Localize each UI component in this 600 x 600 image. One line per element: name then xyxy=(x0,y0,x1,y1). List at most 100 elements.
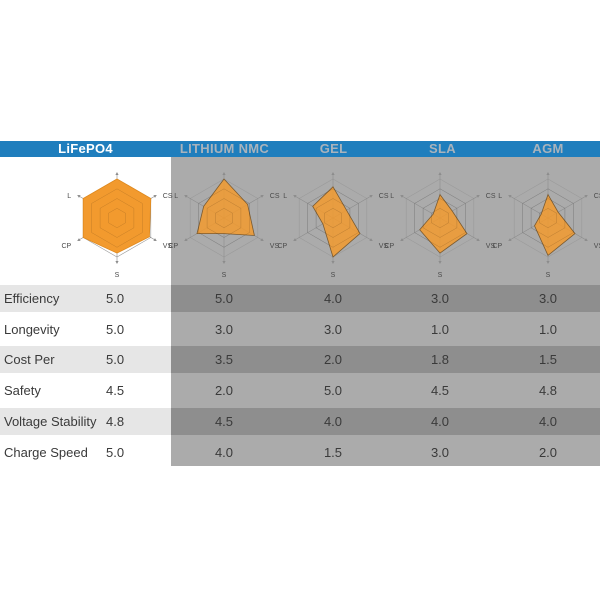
radar-axis-label: VS xyxy=(270,243,280,250)
row-background-left xyxy=(0,408,171,435)
value-gel: 3.0 xyxy=(323,322,343,337)
radar-axis-arrow xyxy=(222,261,226,264)
value-agm: 4.0 xyxy=(538,414,558,429)
value-lithium-nmc: 2.0 xyxy=(214,383,234,398)
radar-axis-label: CP xyxy=(168,243,178,250)
row-label: Voltage Stability xyxy=(4,414,97,429)
radar-axis-label: CP xyxy=(61,243,71,250)
radar-data-area xyxy=(534,193,576,257)
radar-data-area xyxy=(419,193,468,254)
radar-grid-overlay xyxy=(539,208,557,229)
radar-axis-label: L xyxy=(283,193,287,200)
radar-axis-arrow xyxy=(260,238,264,241)
table-row: Safety 4.5 2.0 5.0 4.5 4.8 xyxy=(0,377,600,404)
radar-axis-arrow xyxy=(77,238,81,241)
column-header-agm: AGM xyxy=(532,141,564,156)
row-background-right xyxy=(171,346,600,373)
radar-axis-arrow xyxy=(293,238,297,241)
row-label: Efficiency xyxy=(4,291,60,306)
radar-axis-arrow xyxy=(115,172,119,175)
radar-grid-overlay xyxy=(206,198,242,238)
radar-axis-label: CS xyxy=(486,193,496,200)
radar-grid-overlay xyxy=(198,188,250,248)
row-background-right xyxy=(171,377,600,404)
row-background-left xyxy=(0,285,171,312)
radar-grid-overlay xyxy=(91,188,143,248)
column-header-gel: GEL xyxy=(319,141,348,156)
radar-axis-label: S xyxy=(331,272,336,278)
value-sla: 4.0 xyxy=(430,414,450,429)
row-label: Safety xyxy=(4,383,41,398)
radar-grid-overlay xyxy=(431,208,449,229)
value-agm: 3.0 xyxy=(538,291,558,306)
table-row: Cost Per 5.0 3.5 2.0 1.8 1.5 xyxy=(0,346,600,373)
radar-grid-overlay xyxy=(522,188,574,248)
radar-axis-arrow xyxy=(476,195,480,198)
row-label: Longevity xyxy=(4,322,60,337)
radar-grid-overlay xyxy=(315,198,351,238)
table-row: Efficiency 5.0 5.0 4.0 3.0 3.0 xyxy=(0,285,600,312)
radar-axis-label: S xyxy=(115,272,120,278)
radar-axis-label: VS xyxy=(163,243,173,250)
row-background-right xyxy=(171,408,600,435)
radar-axis-label: CS xyxy=(270,193,280,200)
radar-axis-label: L xyxy=(174,193,178,200)
radar-data-area xyxy=(196,178,255,236)
value-gel: 4.0 xyxy=(323,414,343,429)
radar-lifepo4: ECSVSSCPL xyxy=(61,172,173,278)
radar-axis-label: CS xyxy=(379,193,389,200)
row-background-left xyxy=(0,316,171,343)
table-row: Voltage Stability 4.8 4.5 4.0 4.0 4.0 xyxy=(0,408,600,435)
radar-axis-label: L xyxy=(390,193,394,200)
value-agm: 2.0 xyxy=(538,445,558,460)
radar-data-area xyxy=(312,186,361,258)
value-lithium-nmc: 5.0 xyxy=(214,291,234,306)
radar-axis-arrow xyxy=(438,261,442,264)
value-gel: 4.0 xyxy=(323,291,343,306)
radar-axis-arrow xyxy=(260,195,264,198)
row-background-left xyxy=(0,439,171,466)
radar-axis-arrow xyxy=(222,172,226,175)
value-lifepo4: 5.0 xyxy=(106,291,125,306)
radar-axis-arrow xyxy=(476,238,480,241)
value-agm: 1.0 xyxy=(538,322,558,337)
radar-axis-arrow xyxy=(400,238,404,241)
value-lifepo4: 5.0 xyxy=(106,352,125,367)
table-row: Charge Speed 5.0 4.0 1.5 3.0 2.0 xyxy=(0,439,600,466)
value-lifepo4: 5.0 xyxy=(106,445,125,460)
radar-axis-label: S xyxy=(438,272,443,278)
radar-axis-arrow xyxy=(508,195,512,198)
radar-axis-arrow xyxy=(400,195,404,198)
radar-axis-arrow xyxy=(293,195,297,198)
radar-grid-overlay xyxy=(530,198,566,238)
radar-grid-overlay xyxy=(414,188,466,248)
value-lithium-nmc: 4.5 xyxy=(214,414,234,429)
radar-axis-arrow xyxy=(369,238,373,241)
radar-axis-label: S xyxy=(222,272,227,278)
radar-axis-arrow xyxy=(184,195,188,198)
row-background-right xyxy=(171,439,600,466)
radar-axis-arrow xyxy=(508,238,512,241)
value-gel: 2.0 xyxy=(323,352,343,367)
radar-axis-label: CP xyxy=(277,243,287,250)
value-lithium-nmc: 3.0 xyxy=(214,322,234,337)
radar-agm: ECSVSSCPL xyxy=(492,172,600,278)
value-gel: 5.0 xyxy=(323,383,343,398)
value-lithium-nmc: 4.0 xyxy=(214,445,234,460)
row-label: Cost Per xyxy=(4,352,55,367)
radar-axis-arrow xyxy=(153,238,157,241)
radar-axis-arrow xyxy=(369,195,373,198)
row-label: Charge Speed xyxy=(4,445,88,460)
row-background-left xyxy=(0,346,171,373)
radar-axis-arrow xyxy=(584,195,588,198)
radar-axis-label: L xyxy=(67,193,71,200)
row-background-right xyxy=(171,316,600,343)
radar-grid-overlay xyxy=(324,208,342,229)
radar-axis-arrow xyxy=(584,238,588,241)
value-sla: 1.0 xyxy=(430,322,450,337)
row-background-left xyxy=(0,377,171,404)
radar-axis-label: CS xyxy=(594,193,600,200)
radar-axis-label: S xyxy=(546,272,551,278)
radar-grid-overlay xyxy=(108,208,126,229)
radar-grid-overlay xyxy=(307,188,359,248)
